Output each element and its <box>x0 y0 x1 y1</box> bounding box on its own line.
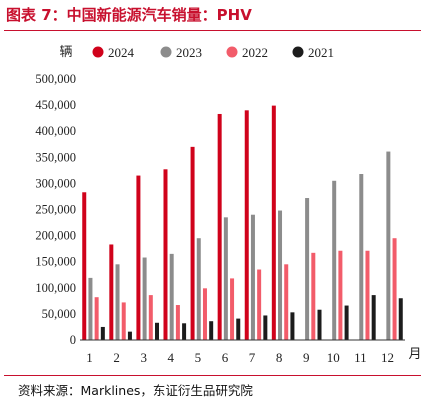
y-tick-label: 500,000 <box>35 72 76 86</box>
y-tick-label: 400,000 <box>35 124 76 138</box>
bar-2023-m1 <box>88 277 93 340</box>
y-tick-label: 100,000 <box>35 281 76 295</box>
bar-2022-m3 <box>148 295 153 340</box>
title-rule <box>4 30 421 31</box>
bar-2023-m12 <box>386 151 391 340</box>
bar-2023-m5 <box>196 238 201 340</box>
bar-2021-m2 <box>127 331 132 340</box>
bar-2021-m7 <box>263 315 268 340</box>
x-tick-label: 4 <box>168 350 175 365</box>
bar-2022-m5 <box>202 288 207 340</box>
y-axis-ticks: 0 50,000 100,000 150,000 200,000 250,000 300,0… <box>35 72 76 347</box>
source-note: 资料来源：Marklines，东证衍生品研究院 <box>18 383 253 398</box>
bar-2021-m12 <box>398 298 403 340</box>
bar-2021-m9 <box>317 309 322 340</box>
x-tick-label: 12 <box>381 350 394 365</box>
legend-marker-2024 <box>92 46 104 58</box>
legend-label: 2022 <box>242 45 268 60</box>
legend-marker-2022 <box>226 46 238 58</box>
x-tick-label: 11 <box>354 350 367 365</box>
x-axis-ticks: 1 2 3 4 5 6 7 8 9 10 11 12 <box>86 350 394 365</box>
y-tick-label: 350,000 <box>35 150 76 164</box>
bar-2022-m2 <box>121 302 126 340</box>
bar-2021-m4 <box>182 323 187 340</box>
x-tick-label: 7 <box>249 350 256 365</box>
bar-2024-m4 <box>163 169 168 340</box>
x-tick-label: 3 <box>140 350 147 365</box>
legend-label: 2021 <box>308 45 334 60</box>
legend-label: 2023 <box>176 45 202 60</box>
figure-title: 图表 7：中国新能源汽车销量：PHV <box>6 6 252 24</box>
x-axis-label: 月 <box>408 346 421 361</box>
bar-2023-m7 <box>250 214 255 340</box>
bar-2023-m2 <box>115 264 120 340</box>
bar-2024-m3 <box>136 175 141 340</box>
bar-2021-m5 <box>209 321 214 340</box>
x-tick-label: 10 <box>327 350 340 365</box>
legend-marker-2021 <box>292 46 304 58</box>
bar-2023-m11 <box>359 174 364 340</box>
legend-label: 2024 <box>108 45 135 60</box>
y-axis-label: 辆 <box>59 44 72 59</box>
bar-2022-m11 <box>365 250 370 340</box>
bar-2021-m11 <box>371 295 376 340</box>
bar-2021-m1 <box>100 326 105 340</box>
x-tick-label: 1 <box>86 350 93 365</box>
y-tick-label: 150,000 <box>35 255 76 269</box>
y-tick-label: 300,000 <box>35 176 76 190</box>
source-rule <box>4 375 421 376</box>
x-tick-label: 9 <box>303 350 310 365</box>
bar-2024-m1 <box>82 192 87 340</box>
y-tick-label: 200,000 <box>35 229 76 243</box>
bar-2022-m9 <box>311 252 316 340</box>
bar-2022-m1 <box>94 297 99 340</box>
legend-marker-2023 <box>160 46 172 58</box>
bar-2023-m10 <box>332 180 337 340</box>
x-tick-label: 2 <box>113 350 120 365</box>
bars <box>82 105 403 340</box>
bar-2022-m6 <box>230 278 235 340</box>
bar-2022-m4 <box>175 305 180 340</box>
y-tick-label: 250,000 <box>35 203 76 217</box>
bar-2021-m10 <box>344 305 349 340</box>
bar-2024-m7 <box>244 110 249 340</box>
bar-2023-m3 <box>142 257 147 340</box>
bar-2024-m5 <box>190 146 195 340</box>
bar-2022-m12 <box>392 238 397 340</box>
y-tick-label: 0 <box>70 333 76 347</box>
y-tick-label: 450,000 <box>35 98 76 112</box>
bar-2023-m9 <box>305 198 310 340</box>
bar-2023-m8 <box>278 210 283 340</box>
bar-2021-m6 <box>236 318 241 340</box>
bar-2022-m7 <box>257 269 262 340</box>
bar-2022-m10 <box>338 250 343 340</box>
x-tick-label: 8 <box>276 350 283 365</box>
x-tick-label: 6 <box>222 350 229 365</box>
legend: 2024 2023 2022 2021 <box>92 45 334 60</box>
bar-2024-m8 <box>271 105 276 340</box>
bar-2023-m6 <box>223 217 228 340</box>
y-tick-label: 50,000 <box>42 307 76 321</box>
bar-2023-m4 <box>169 253 174 340</box>
bar-2024-m2 <box>109 244 114 340</box>
bar-2024-m6 <box>217 113 222 340</box>
bar-2022-m8 <box>284 264 289 340</box>
bar-2021-m3 <box>155 322 160 340</box>
bar-2021-m8 <box>290 312 295 340</box>
x-tick-label: 5 <box>195 350 202 365</box>
